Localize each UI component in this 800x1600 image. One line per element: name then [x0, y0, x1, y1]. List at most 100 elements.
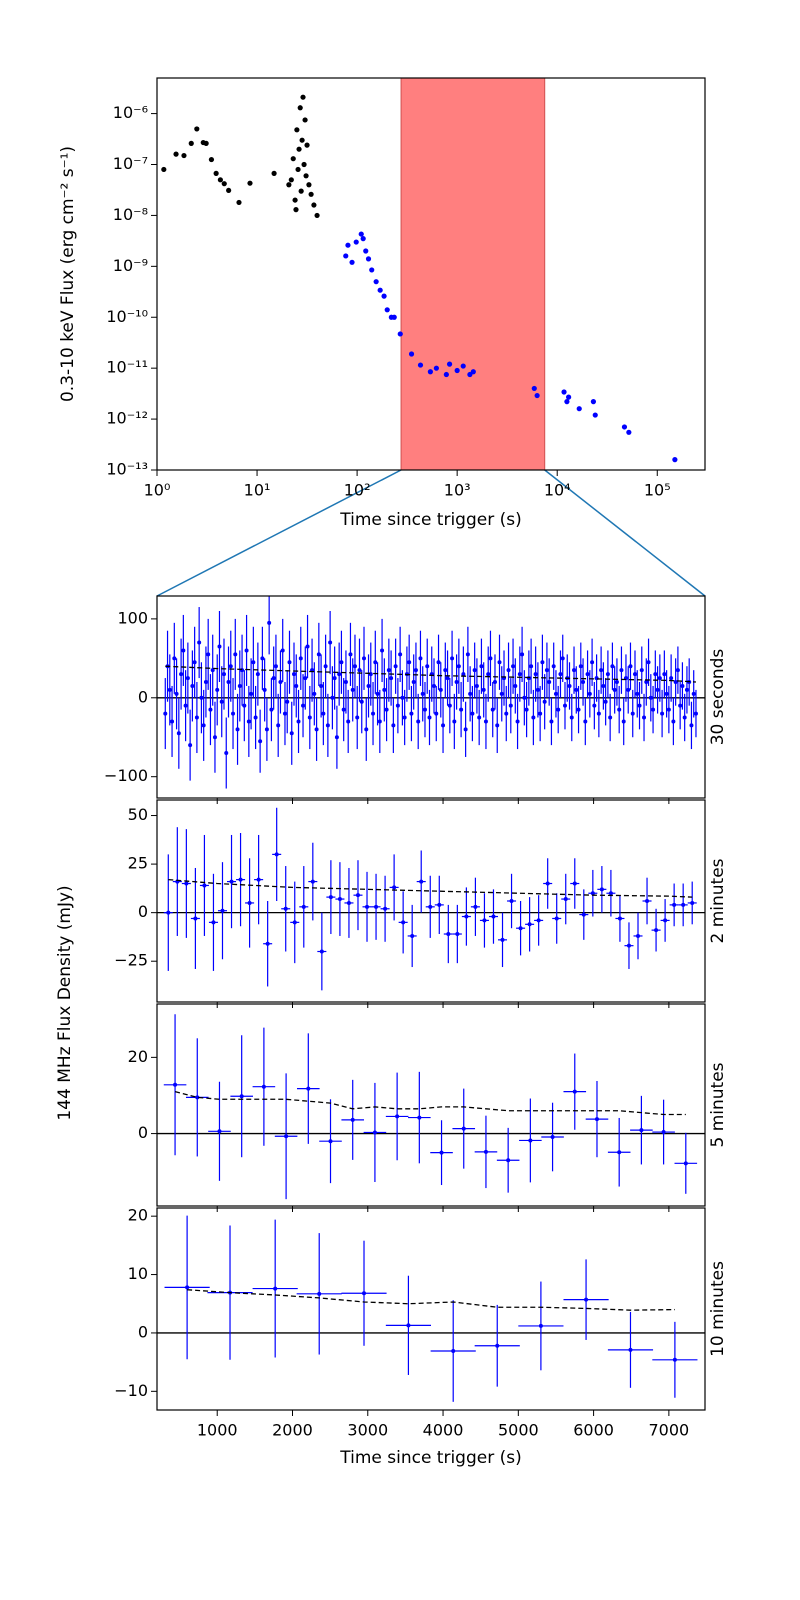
- data-point: [256, 877, 261, 882]
- data-point: [461, 1126, 466, 1131]
- data-point: [395, 703, 400, 708]
- data-point: [301, 703, 306, 708]
- data-point: [350, 687, 355, 692]
- data-point: [337, 897, 342, 902]
- data-point: [217, 1129, 222, 1134]
- data-point: [359, 699, 364, 704]
- data-point: [527, 922, 532, 927]
- x-tick-label: 5000: [498, 1421, 539, 1440]
- data-point: [417, 362, 424, 368]
- y-tick-label: 10⁻⁶: [113, 103, 148, 122]
- data-point: [306, 1086, 311, 1091]
- data-point: [203, 140, 209, 146]
- data-point: [621, 719, 626, 724]
- data-point: [373, 660, 378, 665]
- data-point: [470, 711, 475, 716]
- data-point: [529, 664, 534, 669]
- data-point: [373, 279, 379, 285]
- data-point: [247, 900, 252, 905]
- plot-frame: [156, 1207, 706, 1411]
- data-point: [374, 904, 379, 909]
- data-point: [661, 1130, 666, 1135]
- data-point: [531, 715, 536, 720]
- data-point: [300, 94, 306, 100]
- data-point: [601, 683, 606, 688]
- data-point: [683, 1161, 688, 1166]
- data-point: [284, 1134, 289, 1139]
- data-point: [619, 668, 624, 673]
- data-point: [464, 914, 469, 919]
- data-point: [377, 287, 383, 293]
- data-point: [547, 680, 552, 685]
- data-point: [226, 187, 232, 194]
- data-point: [179, 672, 184, 677]
- data-point: [551, 664, 556, 669]
- data-point: [262, 687, 267, 692]
- data-point: [312, 691, 317, 696]
- data-point: [251, 660, 256, 665]
- data-point: [217, 177, 223, 183]
- data-point: [383, 906, 388, 911]
- data-point: [317, 1291, 322, 1296]
- data-point: [522, 695, 527, 700]
- panel-label: 30 seconds: [708, 649, 728, 746]
- data-point: [500, 937, 505, 942]
- data-point: [583, 719, 588, 724]
- data-point: [323, 664, 328, 669]
- data-point: [535, 687, 540, 692]
- data-point: [621, 424, 628, 430]
- data-point: [678, 703, 683, 708]
- x-tick-label: 4000: [423, 1421, 464, 1440]
- y-tick-label: 10: [128, 1264, 148, 1283]
- data-point: [192, 660, 197, 665]
- data-point: [578, 664, 583, 669]
- x-tick-label: 10⁰: [144, 481, 171, 500]
- data-point: [411, 680, 416, 685]
- data-point: [271, 170, 277, 176]
- data-point: [392, 885, 397, 890]
- data-point: [495, 1343, 500, 1348]
- data-point: [286, 182, 292, 188]
- x-axis-label: Time since trigger (s): [339, 1448, 522, 1468]
- data-point: [362, 1291, 367, 1296]
- data-point: [508, 703, 513, 708]
- data-point: [594, 1117, 599, 1122]
- data-point: [208, 156, 215, 163]
- panel-plot: [157, 1014, 705, 1200]
- data-point: [229, 879, 234, 884]
- y-tick-label: 10⁻⁷: [113, 154, 148, 173]
- data-point: [599, 668, 604, 673]
- data-point: [461, 672, 466, 677]
- data-point: [556, 707, 561, 712]
- data-point: [637, 703, 642, 708]
- data-point: [366, 683, 371, 688]
- data-point: [443, 668, 448, 673]
- data-point: [639, 1128, 644, 1133]
- data-point: [584, 1297, 589, 1302]
- data-point: [538, 1323, 543, 1328]
- data-point: [558, 672, 563, 677]
- data-point: [671, 719, 676, 724]
- data-point: [628, 1347, 633, 1352]
- data-point: [653, 672, 658, 677]
- data-point: [219, 699, 224, 704]
- data-point: [228, 664, 233, 669]
- data-point: [567, 683, 572, 688]
- data-point: [271, 676, 276, 681]
- data-point: [617, 707, 622, 712]
- data-point: [690, 900, 695, 905]
- data-point: [495, 723, 500, 728]
- data-point: [407, 660, 412, 665]
- data-point: [183, 703, 188, 708]
- data-point: [301, 904, 306, 909]
- data-point: [672, 457, 678, 463]
- data-point: [664, 691, 669, 696]
- data-point: [680, 683, 685, 688]
- data-point: [666, 707, 671, 712]
- data-point: [173, 1082, 178, 1087]
- data-point: [662, 672, 667, 677]
- data-point: [249, 691, 254, 696]
- data-point: [303, 676, 308, 681]
- data-point: [341, 707, 346, 712]
